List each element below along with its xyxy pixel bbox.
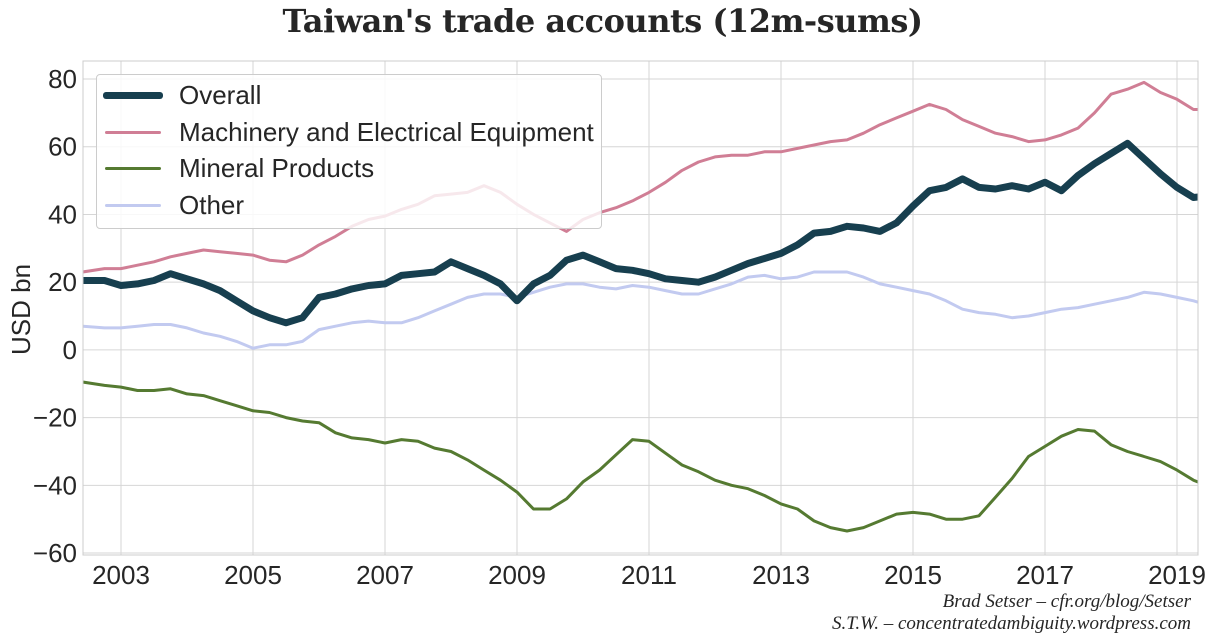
x-tick-label: 2013 xyxy=(752,560,810,590)
x-tick-label: 2011 xyxy=(621,560,677,590)
legend-label: Machinery and Electrical Equipment xyxy=(179,117,594,147)
y-axis-ticks: 80 60 40 20 0 −20 −40 −60 xyxy=(33,64,77,568)
x-tick-label: 2009 xyxy=(488,560,546,590)
y-tick-label: −60 xyxy=(33,538,77,568)
legend-label: Mineral Products xyxy=(179,153,375,183)
legend-label: Other xyxy=(179,190,245,220)
legend: Overall Machinery and Electrical Equipme… xyxy=(96,74,602,229)
x-tick-label: 2017 xyxy=(1016,560,1074,590)
legend-swatch-mineral xyxy=(105,167,161,170)
plot-frame xyxy=(82,60,1199,556)
y-tick-label: 40 xyxy=(48,199,77,229)
credit-source: S.T.W. – concentratedambiguity.wordpress… xyxy=(831,613,1191,634)
chart-title: Taiwan's trade accounts (12m-sums) xyxy=(282,2,923,40)
legend-item-machinery: Machinery and Electrical Equipment xyxy=(97,114,601,150)
y-tick-label: 20 xyxy=(48,267,77,297)
x-tick-label: 2015 xyxy=(884,560,942,590)
series-line-machinery-and-electrical-equipment xyxy=(83,80,1198,274)
x-axis-ticks: 2003 2005 2007 2009 2011 2013 2015 2017 2019 xyxy=(92,560,1205,590)
legend-swatch-overall xyxy=(103,92,163,99)
series-line-other xyxy=(83,270,1198,350)
credit-author: Brad Setser – cfr.org/blog/Setser xyxy=(942,591,1191,612)
series-lines xyxy=(83,80,1198,533)
legend-item-mineral: Mineral Products xyxy=(97,150,601,186)
x-tick-label: 2005 xyxy=(224,560,282,590)
legend-swatch-other xyxy=(105,204,161,207)
legend-item-other: Other xyxy=(97,187,601,223)
y-tick-label: −40 xyxy=(33,470,77,500)
y-tick-label: 60 xyxy=(48,132,77,162)
x-tick-label: 2007 xyxy=(356,560,414,590)
legend-swatch-machinery xyxy=(105,131,161,134)
legend-item-overall: Overall xyxy=(97,77,601,113)
y-tick-label: 0 xyxy=(63,335,77,365)
legend-label: Overall xyxy=(179,80,262,110)
series-line-mineral-products xyxy=(83,380,1198,533)
x-tick-label: 2003 xyxy=(92,560,150,590)
series-line-overall xyxy=(83,139,1198,327)
y-tick-label: 80 xyxy=(48,64,77,94)
y-tick-label: −20 xyxy=(33,403,77,433)
x-tick-label: 2019 xyxy=(1148,560,1205,590)
